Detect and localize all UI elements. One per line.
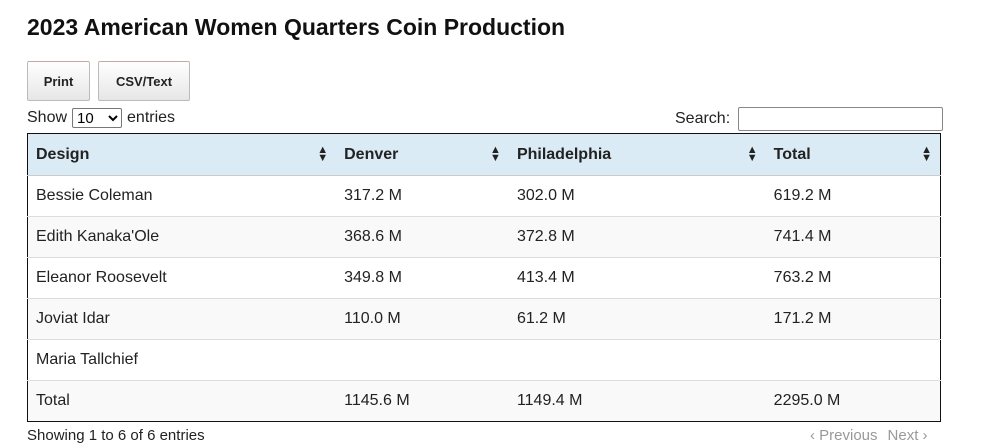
table-cell: Maria Tallchief (27, 339, 337, 381)
table-cell: 368.6 M (336, 216, 509, 258)
table-cell: 110.0 M (336, 298, 509, 340)
table-cell: 1149.4 M (508, 380, 766, 422)
table-cell: 413.4 M (508, 257, 766, 299)
print-button[interactable]: Print (27, 61, 90, 101)
table-cell: 741.4 M (765, 216, 941, 258)
table-cell: 372.8 M (508, 216, 766, 258)
csv-button[interactable]: CSV/Text (98, 61, 190, 101)
search-control: Search: (675, 107, 944, 131)
table-cell: 2295.0 M (765, 380, 941, 422)
table-cell: 302.0 M (508, 175, 766, 217)
column-header-philadelphia[interactable]: Philadelphia ▲ ▼ (508, 133, 766, 176)
table-cell: Total (27, 380, 337, 422)
table-cell: 619.2 M (765, 175, 941, 217)
table-cell: Edith Kanaka'Ole (27, 216, 337, 258)
page-length-control: Show 10 entries (27, 108, 175, 128)
previous-button[interactable]: ‹ Previous (810, 427, 878, 444)
table-info: Showing 1 to 6 of 6 entries (27, 427, 205, 444)
table-cell: 61.2 M (508, 298, 766, 340)
page-length-select[interactable]: 10 (72, 108, 123, 128)
data-table: Design ▲ ▼ Denver ▲ ▼ Philadelphia ▲ ▼ Total ▲ ▼… (27, 133, 941, 422)
table-row: Joviat Idar 110.0 M 61.2 M 171.2 M (27, 298, 941, 340)
table-row: Bessie Coleman 317.2 M 302.0 M 619.2 M (27, 175, 941, 217)
sort-icon: ▲ ▼ (921, 144, 932, 164)
table-cell: 349.8 M (336, 257, 509, 299)
table-cell: 763.2 M (765, 257, 941, 299)
sort-icon: ▲ ▼ (317, 144, 329, 164)
search-label: Search: (675, 110, 731, 127)
search-input[interactable] (738, 107, 944, 131)
table-cell: 171.2 M (765, 298, 941, 340)
table-row: Eleanor Roosevelt 349.8 M 413.4 M 763.2 M (27, 257, 941, 299)
table-cell (765, 339, 941, 381)
column-header-denver[interactable]: Denver ▲ ▼ (336, 133, 509, 176)
page-title: 2023 American Women Quarters Coin Produc… (27, 14, 566, 40)
table-row: Edith Kanaka'Ole 368.6 M 372.8 M 741.4 M (27, 216, 941, 258)
table-cell: Bessie Coleman (27, 175, 337, 217)
table-row: Total 1145.6 M 1149.4 M 2295.0 M (27, 380, 941, 422)
sort-icon: ▲ ▼ (490, 144, 501, 164)
table-cell: Joviat Idar (27, 298, 337, 340)
next-button[interactable]: Next › (887, 427, 928, 444)
table-row: Maria Tallchief (27, 339, 941, 381)
column-header-total[interactable]: Total ▲ ▼ (765, 133, 941, 176)
table-cell (336, 339, 509, 381)
table-cell: 1145.6 M (336, 380, 509, 422)
pagination: ‹ Previous Next › (810, 427, 928, 444)
table-cell: 317.2 M (336, 175, 509, 217)
column-header-design[interactable]: Design ▲ ▼ (27, 133, 337, 176)
entries-label: entries (127, 109, 176, 126)
sort-icon: ▲ ▼ (746, 144, 758, 164)
show-label: Show (27, 109, 68, 126)
table-cell: Eleanor Roosevelt (27, 257, 337, 299)
table-cell (508, 339, 766, 381)
